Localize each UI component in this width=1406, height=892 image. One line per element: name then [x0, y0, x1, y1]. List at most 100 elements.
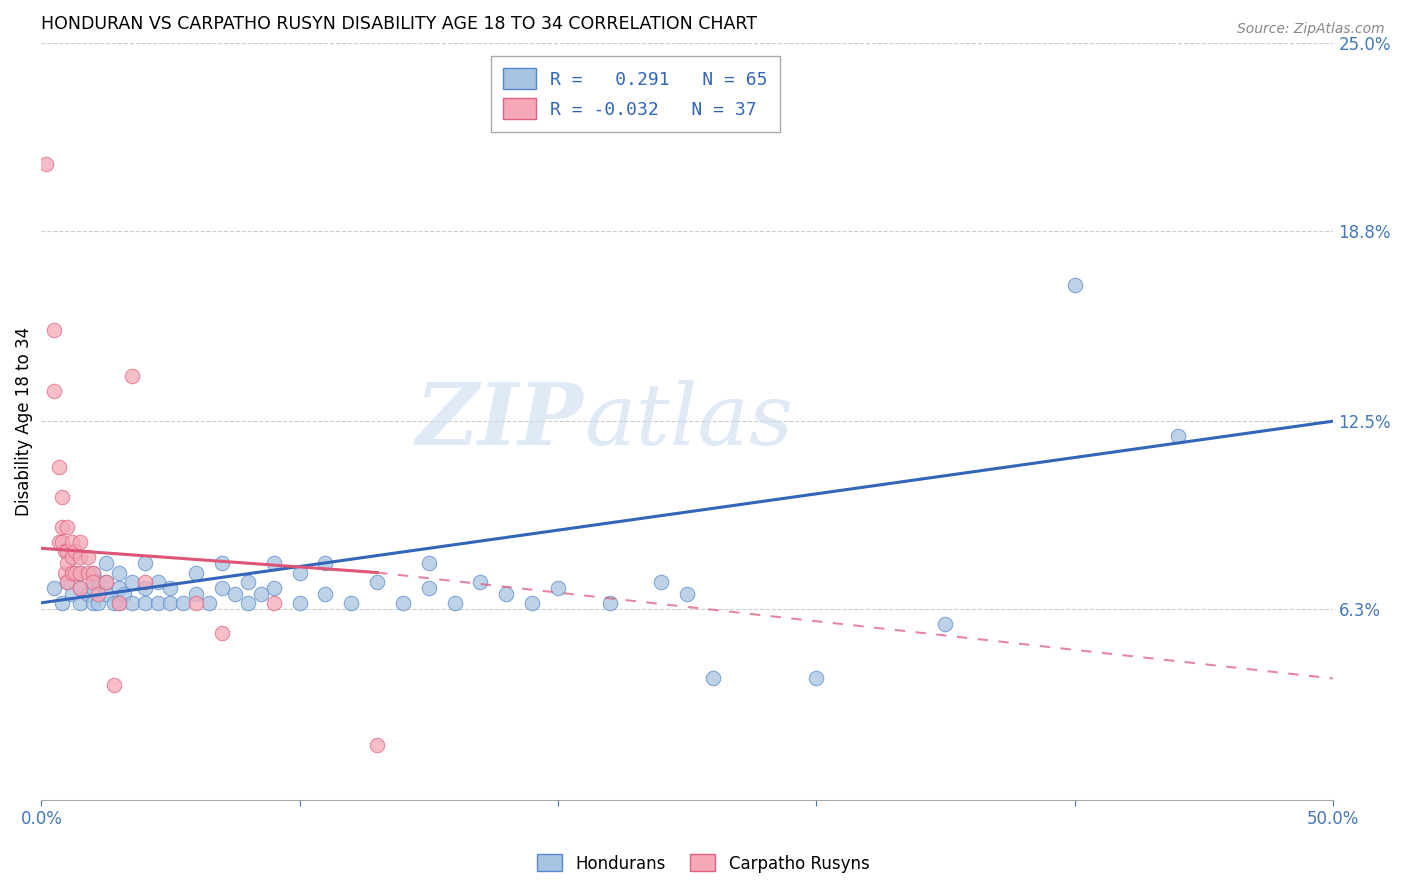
Point [121, 368, 143, 383]
Point [495, 587, 517, 601]
Point [44, 581, 66, 595]
Point [366, 738, 388, 752]
Point [53, 566, 76, 580]
Point [69, 581, 91, 595]
Point [44, 323, 66, 337]
Point [1167, 429, 1189, 443]
Point [263, 581, 285, 595]
Point [51, 520, 73, 534]
Point [82, 566, 104, 580]
Point [94, 574, 117, 589]
Point [263, 596, 285, 610]
Point [134, 557, 156, 571]
Point [60, 535, 83, 549]
Point [56, 574, 79, 589]
Point [56, 544, 79, 558]
Point [340, 596, 363, 610]
Point [69, 566, 91, 580]
Point [108, 596, 131, 610]
Point [806, 672, 828, 686]
Point [112, 587, 135, 601]
Point [82, 574, 104, 589]
Point [146, 574, 169, 589]
Point [60, 566, 83, 580]
Point [82, 596, 104, 610]
Point [48, 459, 70, 474]
Point [56, 557, 79, 571]
Point [121, 574, 143, 589]
Point [392, 596, 415, 610]
Point [69, 535, 91, 549]
Point [172, 596, 194, 610]
Point [82, 581, 104, 595]
Point [51, 490, 73, 504]
Point [69, 566, 91, 580]
Point [56, 574, 79, 589]
Point [934, 617, 956, 632]
Point [69, 596, 91, 610]
Point [76, 587, 98, 601]
Point [418, 581, 440, 595]
Point [108, 581, 131, 595]
Point [60, 566, 83, 580]
Point [650, 574, 672, 589]
Text: HONDURAN VS CARPATHO RUSYN DISABILITY AGE 18 TO 34 CORRELATION CHART: HONDURAN VS CARPATHO RUSYN DISABILITY AG… [41, 15, 758, 33]
Point [108, 596, 131, 610]
Point [87, 596, 110, 610]
Point [82, 566, 104, 580]
Point [159, 581, 181, 595]
Point [159, 596, 181, 610]
Point [134, 574, 156, 589]
Point [314, 587, 336, 601]
Point [94, 557, 117, 571]
Point [211, 581, 233, 595]
Point [103, 596, 125, 610]
Point [76, 550, 98, 565]
Legend: R =   0.291   N = 65, R = -0.032   N = 37: R = 0.291 N = 65, R = -0.032 N = 37 [491, 55, 780, 132]
Point [547, 581, 569, 595]
Point [198, 596, 221, 610]
Point [56, 520, 79, 534]
Point [599, 596, 621, 610]
Point [211, 626, 233, 640]
Point [250, 587, 273, 601]
Point [366, 574, 388, 589]
Point [470, 574, 492, 589]
Text: atlas: atlas [583, 380, 793, 463]
Point [35, 157, 58, 171]
Point [63, 566, 86, 580]
Point [69, 581, 91, 595]
Point [263, 557, 285, 571]
Point [288, 566, 311, 580]
Legend: Hondurans, Carpatho Rusyns: Hondurans, Carpatho Rusyns [530, 847, 876, 880]
Point [418, 557, 440, 571]
Point [186, 587, 208, 601]
Text: ZIP: ZIP [416, 379, 583, 463]
Point [211, 557, 233, 571]
Point [1063, 278, 1085, 293]
Point [108, 566, 131, 580]
Point [236, 574, 259, 589]
Text: Source: ZipAtlas.com: Source: ZipAtlas.com [1237, 22, 1385, 37]
Point [60, 587, 83, 601]
Point [48, 535, 70, 549]
Point [76, 566, 98, 580]
Point [44, 384, 66, 398]
Point [87, 587, 110, 601]
Point [87, 574, 110, 589]
Point [236, 596, 259, 610]
Point [224, 587, 246, 601]
Y-axis label: Disability Age 18 to 34: Disability Age 18 to 34 [15, 326, 32, 516]
Point [186, 596, 208, 610]
Point [186, 566, 208, 580]
Point [443, 596, 465, 610]
Point [121, 596, 143, 610]
Point [94, 587, 117, 601]
Point [51, 535, 73, 549]
Point [314, 557, 336, 571]
Point [53, 544, 76, 558]
Point [676, 587, 699, 601]
Point [51, 596, 73, 610]
Point [520, 596, 543, 610]
Point [63, 544, 86, 558]
